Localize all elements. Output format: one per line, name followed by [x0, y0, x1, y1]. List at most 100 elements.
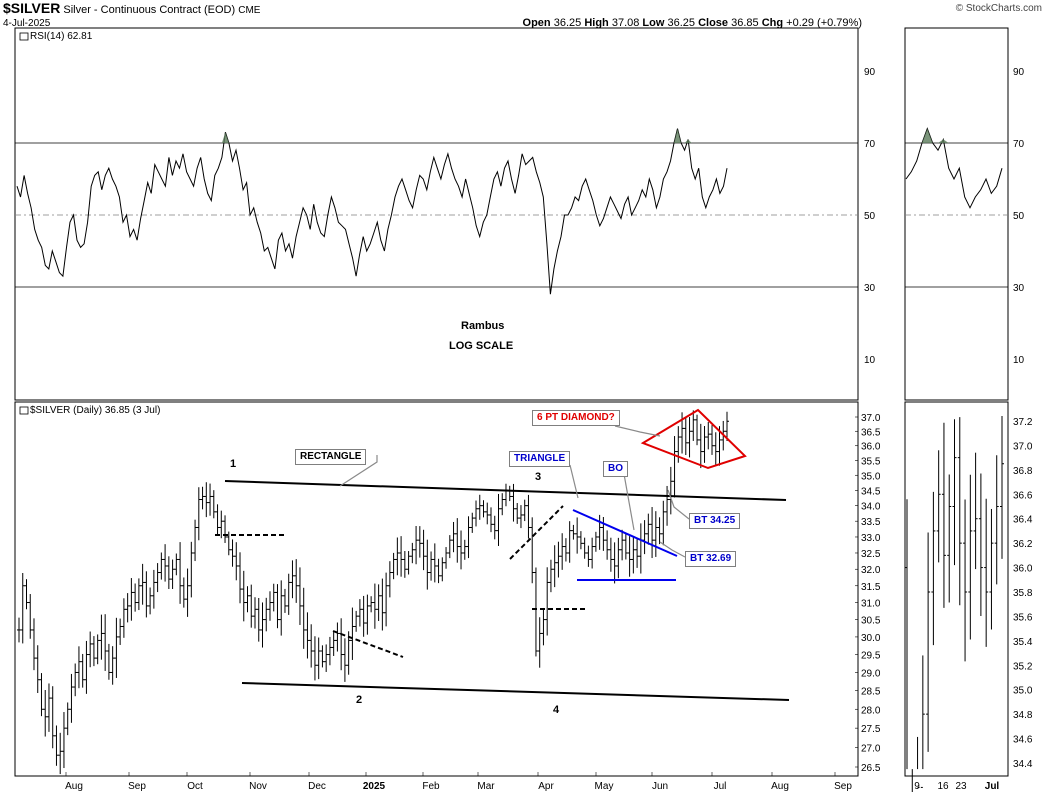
x-label-Jun: Jun	[652, 781, 668, 792]
x-label-Apr: Apr	[538, 781, 554, 792]
price-tick-30.5: 30.5	[861, 616, 881, 627]
log-scale-note: LOG SCALE	[449, 340, 514, 352]
zoom-price-tick-36.4: 36.4	[1013, 515, 1033, 526]
x-label-Aug: Aug	[65, 781, 83, 792]
close-label: Close	[698, 17, 729, 29]
rsi-zoom-tick-70: 70	[1013, 139, 1025, 150]
rsi-zoom-tick-90: 90	[1013, 67, 1025, 78]
price-tick-30.0: 30.0	[861, 633, 881, 644]
price-tick-35.0: 35.0	[861, 471, 881, 482]
point-3-label: 3	[535, 471, 542, 483]
rsi-overbought-fill	[674, 128, 682, 143]
price-zoom-frame	[904, 401, 1009, 777]
point-2-label: 2	[356, 694, 363, 706]
rsi-zoom-overbought-fill	[938, 139, 949, 143]
symbol: $SILVER	[3, 0, 61, 16]
rsi-tick-10: 10	[864, 355, 876, 366]
diamond-label: 6 PT DIAMOND?	[532, 410, 620, 426]
x-label-Nov: Nov	[249, 781, 267, 792]
x-label-2025: 2025	[363, 781, 386, 792]
zoom-price-tick-36.6: 36.6	[1013, 490, 1033, 501]
rsi-zoom-overbought-fill	[922, 128, 933, 143]
zoom-x-label-23: 23	[955, 781, 967, 792]
price-panel-frame	[14, 401, 859, 777]
price-tick-32.0: 32.0	[861, 565, 881, 576]
price-tick-32.5: 32.5	[861, 549, 881, 560]
x-label-Mar: Mar	[477, 781, 495, 792]
price-tick-29.5: 29.5	[861, 651, 881, 662]
zoom-x-label-9: 9	[914, 781, 920, 792]
price-legend-text: $SILVER (Daily) 36.85 (3 Jul)	[30, 405, 161, 416]
diamond-pattern	[640, 408, 747, 470]
bt-3425-label: BT 34.25	[689, 513, 741, 529]
point-4-label: 4	[553, 704, 560, 716]
price-tick-27.5: 27.5	[861, 724, 881, 735]
price-tick-28.5: 28.5	[861, 687, 881, 698]
price-tick-36.0: 36.0	[861, 442, 881, 453]
price-tick-29.0: 29.0	[861, 668, 881, 679]
price-tick-37.0: 37.0	[861, 413, 881, 424]
price-legend-marker	[19, 406, 29, 415]
high-label: High	[584, 17, 609, 29]
rsi-zoom-tick-50: 50	[1013, 211, 1025, 222]
zoom-x-label-Jul: Jul	[985, 781, 1000, 792]
price-tick-34.0: 34.0	[861, 502, 881, 513]
open-value: 36.25	[553, 17, 582, 29]
open-label: Open	[522, 17, 551, 29]
x-label-Jul: Jul	[714, 781, 727, 792]
x-label-Sep: Sep	[128, 781, 146, 792]
price-tick-34.5: 34.5	[861, 486, 881, 497]
rambus-note: Rambus	[461, 320, 505, 332]
price-tick-26.5: 26.5	[861, 763, 881, 774]
price-tick-35.5: 35.5	[861, 456, 881, 467]
zoom-price-tick-35.2: 35.2	[1013, 661, 1033, 672]
price-tick-33.0: 33.0	[861, 533, 881, 544]
triangle-top-line	[572, 509, 678, 557]
zoom-price-tick-35.8: 35.8	[1013, 588, 1033, 599]
zoom-price-tick-37.0: 37.0	[1013, 441, 1033, 452]
rsi-tick-90: 90	[864, 67, 876, 78]
x-label-May: May	[595, 781, 614, 792]
zoom-price-tick-37.2: 37.2	[1013, 417, 1033, 428]
triangle-pointer	[569, 464, 579, 499]
x-label-Feb: Feb	[422, 781, 440, 792]
low-label: Low	[642, 17, 665, 29]
x-label-Aug: Aug	[771, 781, 789, 792]
x-label-Oct: Oct	[187, 781, 203, 792]
rsi-overbought-fill	[684, 139, 692, 143]
rsi-zoom-tick-30: 30	[1013, 283, 1025, 294]
bo-label: BO	[603, 461, 628, 477]
price-tick-31.0: 31.0	[861, 599, 881, 610]
zoom-price-tick-36.2: 36.2	[1013, 539, 1033, 550]
price-tick-31.5: 31.5	[861, 582, 881, 593]
rsi-line	[16, 128, 728, 295]
x-label-Dec: Dec	[308, 781, 326, 792]
bt1-pointer	[667, 489, 690, 520]
rsi-zoom-frame	[904, 27, 1009, 401]
rectangle-top-line	[224, 480, 787, 501]
chg-value: +0.29 (+0.79%)	[786, 17, 862, 29]
high-value: 37.08	[611, 17, 640, 29]
price-tick-28.0: 28.0	[861, 705, 881, 716]
price-legend: $SILVER (Daily) 36.85 (3 Jul)	[30, 404, 160, 417]
stockcharts-watermark: © StockCharts.com	[955, 3, 1042, 14]
price-tick-27.0: 27.0	[861, 743, 881, 754]
bt2-pointer	[659, 541, 686, 558]
zoom-price-tick-35.4: 35.4	[1013, 637, 1033, 648]
exchange: CME	[238, 5, 261, 16]
rsi-legend-text: RSI(14) 62.81	[30, 31, 93, 42]
rsi-tick-50: 50	[864, 211, 876, 222]
zoom-price-tick-35.0: 35.0	[1013, 686, 1033, 697]
dashed-neck-2	[332, 630, 404, 658]
point-1-label: 1	[230, 458, 237, 470]
rsi-overbought-fill	[221, 132, 229, 143]
rectangle-label: RECTANGLE	[295, 449, 367, 465]
x-label-Sep: Sep	[834, 781, 852, 792]
rsi-tick-30: 30	[864, 283, 876, 294]
zoom-price-tick-35.6: 35.6	[1013, 612, 1033, 623]
diamond-pointer	[614, 425, 661, 437]
price-tick-36.5: 36.5	[861, 427, 881, 438]
instrument-name: Silver - Continuous Contract (EOD)	[63, 4, 236, 16]
rsi-panel-frame	[14, 27, 859, 401]
